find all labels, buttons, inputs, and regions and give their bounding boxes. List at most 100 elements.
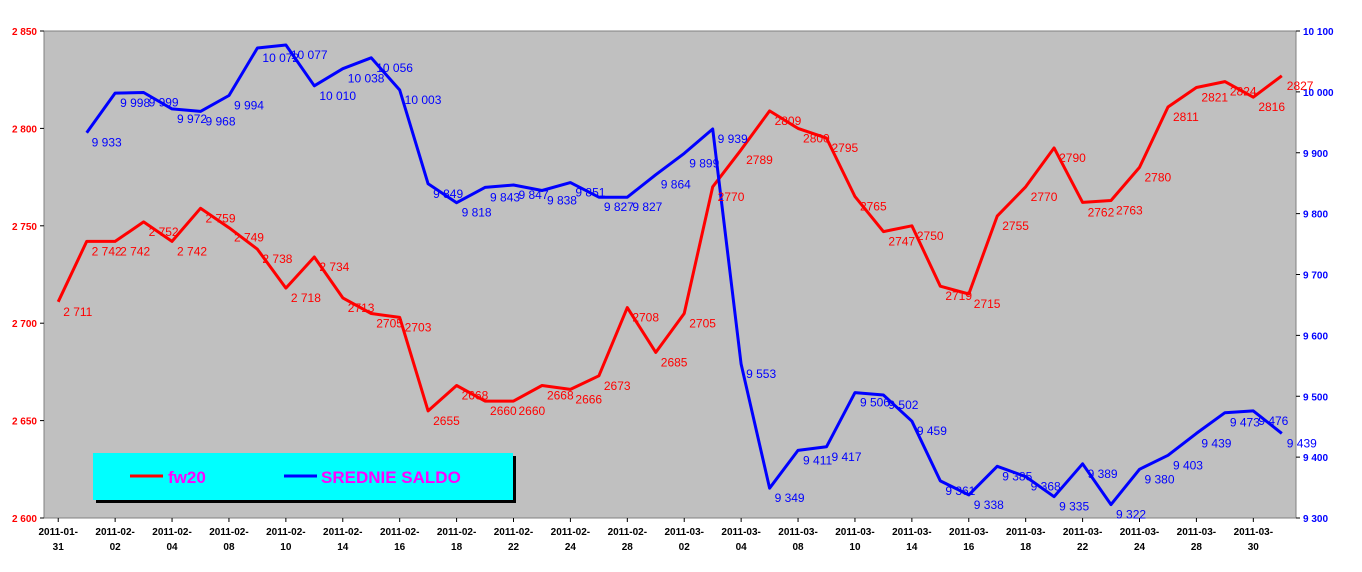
data-label-srednie-saldo: 9 322 xyxy=(1116,508,1146,522)
series-lines xyxy=(56,43,1283,507)
x-tick-label: 2011-03-14 xyxy=(892,527,931,553)
data-label-fw20: 2816 xyxy=(1258,100,1285,114)
left-y-tick-label: 2 650 xyxy=(12,417,37,428)
right-y-tick-label: 9 700 xyxy=(1303,271,1328,282)
data-label-srednie-saldo: 9 361 xyxy=(945,484,975,498)
right-y-tick-label: 10 000 xyxy=(1303,88,1334,99)
right-y-tick-label: 9 300 xyxy=(1303,514,1328,525)
x-tick-label: 2011-02-22 xyxy=(494,527,533,553)
data-label-srednie-saldo: 9 368 xyxy=(1031,480,1061,494)
data-label-srednie-saldo: 9 843 xyxy=(490,190,520,204)
data-label-srednie-saldo: 9 417 xyxy=(832,450,862,464)
data-label-fw20: 2 752 xyxy=(149,225,179,239)
data-label-fw20: 2 718 xyxy=(291,291,321,305)
x-tick-label: 2011-02-18 xyxy=(437,527,476,553)
left-y-tick-label: 2 850 xyxy=(12,27,37,38)
series-line-fw20 xyxy=(56,74,1283,413)
x-tick-label: 2011-02-16 xyxy=(380,527,419,553)
data-label-fw20: 2763 xyxy=(1116,203,1143,217)
data-label-fw20: 2747 xyxy=(888,235,915,249)
legend: fw20 SREDNIE SALDO xyxy=(93,453,516,503)
data-label-srednie-saldo: 9 933 xyxy=(92,136,122,150)
data-label-fw20: 2708 xyxy=(632,311,659,325)
data-label-srednie-saldo: 9 998 xyxy=(120,96,150,110)
data-label-srednie-saldo: 9 999 xyxy=(149,95,179,109)
data-label-srednie-saldo: 9 335 xyxy=(1059,500,1089,514)
plot-area xyxy=(43,30,1297,519)
x-axis: 2011-01-31 2011-02-02 2011-02-04 2011-02-08… xyxy=(38,518,1273,553)
data-label-fw20: 2719 xyxy=(945,289,972,303)
data-label-fw20: 2 742 xyxy=(120,244,150,258)
data-label-fw20: 2 742 xyxy=(92,244,122,258)
data-label-srednie-saldo: 9 847 xyxy=(519,188,549,202)
data-label-fw20: 2780 xyxy=(1145,170,1172,184)
data-label-fw20: 2 734 xyxy=(319,260,349,274)
data-label-srednie-saldo: 10 003 xyxy=(405,93,442,107)
data-label-srednie-saldo: 9 968 xyxy=(206,114,236,128)
right-y-tick-label: 10 100 xyxy=(1303,27,1334,38)
data-label-fw20: 2762 xyxy=(1088,205,1115,219)
data-label-srednie-saldo: 9 818 xyxy=(462,206,492,220)
x-tick-label: 2011-03-02 xyxy=(664,527,703,553)
data-label-fw20: 2 759 xyxy=(206,211,236,225)
x-tick-label: 2011-03-18 xyxy=(1006,527,1045,553)
data-label-fw20: 2666 xyxy=(575,392,602,406)
data-label-srednie-saldo: 9 380 xyxy=(1145,472,1175,486)
data-label-srednie-saldo: 10 010 xyxy=(319,89,356,103)
x-tick-label: 2011-02-08 xyxy=(209,527,248,553)
x-tick-label: 2011-02-24 xyxy=(551,527,590,553)
data-label-srednie-saldo: 9 411 xyxy=(803,453,832,467)
data-label-srednie-saldo: 9 994 xyxy=(234,99,264,113)
data-label-fw20: 2703 xyxy=(405,320,432,334)
data-label-srednie-saldo: 9 553 xyxy=(746,367,776,381)
data-label-srednie-saldo: 9 838 xyxy=(547,193,577,207)
x-tick-label: 2011-02-02 xyxy=(95,527,134,553)
data-label-srednie-saldo: 9 476 xyxy=(1258,414,1288,428)
x-tick-label: 2011-03-08 xyxy=(778,527,817,553)
data-label-srednie-saldo: 9 506 xyxy=(860,396,890,410)
x-tick-label: 2011-03-16 xyxy=(949,527,988,553)
x-tick-label: 2011-03-10 xyxy=(835,527,874,553)
data-label-srednie-saldo: 10 077 xyxy=(291,48,328,62)
data-label-srednie-saldo: 9 349 xyxy=(775,491,805,505)
data-label-fw20: 2685 xyxy=(661,355,688,369)
data-label-fw20: 2673 xyxy=(604,379,631,393)
x-tick-label: 2011-02-04 xyxy=(152,527,191,553)
x-tick-label: 2011-02-14 xyxy=(323,527,362,553)
data-label-fw20: 2765 xyxy=(860,200,887,214)
data-label-srednie-saldo: 9 827 xyxy=(632,200,662,214)
data-label-srednie-saldo: 9 849 xyxy=(433,187,463,201)
data-label-fw20: 2655 xyxy=(433,414,460,428)
data-label-fw20: 2750 xyxy=(917,229,944,243)
legend-label-srednie-saldo: SREDNIE SALDO xyxy=(321,468,461,487)
data-label-fw20: 2660 xyxy=(519,404,546,418)
data-label-fw20: 2770 xyxy=(718,190,745,204)
right-y-axis: 9 300 9 400 9 500 9 600 9 700 9 800 9 900 10 00… xyxy=(1296,27,1334,525)
data-label-srednie-saldo: 9 827 xyxy=(604,200,634,214)
data-label-fw20: 2809 xyxy=(775,114,802,128)
x-tick-label: 2011-03-04 xyxy=(721,527,760,553)
x-tick-label: 2011-01-31 xyxy=(38,527,77,553)
x-tick-label: 2011-03-30 xyxy=(1234,527,1273,553)
left-y-tick-label: 2 750 xyxy=(12,222,37,233)
data-label-srednie-saldo: 10 072 xyxy=(262,51,299,65)
right-y-tick-label: 9 600 xyxy=(1303,331,1328,342)
right-y-tick-label: 9 500 xyxy=(1303,392,1328,403)
x-tick-label: 2011-02-10 xyxy=(266,527,305,553)
data-label-srednie-saldo: 9 338 xyxy=(974,498,1004,512)
data-label-fw20: 2800 xyxy=(803,131,830,145)
left-y-axis: 2 600 2 650 2 700 2 750 2 800 2 850 xyxy=(12,27,44,525)
data-label-srednie-saldo: 10 056 xyxy=(376,61,413,75)
data-label-fw20: 2668 xyxy=(547,389,574,403)
data-label-srednie-saldo: 9 899 xyxy=(689,156,719,170)
left-y-tick-label: 2 800 xyxy=(12,124,37,135)
right-y-tick-label: 9 800 xyxy=(1303,210,1328,221)
data-label-srednie-saldo: 9 385 xyxy=(1002,469,1032,483)
data-label-fw20: 2 742 xyxy=(177,244,207,258)
right-y-tick-label: 9 900 xyxy=(1303,149,1328,160)
data-label-fw20: 2715 xyxy=(974,297,1001,311)
left-y-tick-label: 2 600 xyxy=(12,514,37,525)
data-label-srednie-saldo: 9 864 xyxy=(661,178,691,192)
data-label-fw20: 2705 xyxy=(689,316,716,330)
